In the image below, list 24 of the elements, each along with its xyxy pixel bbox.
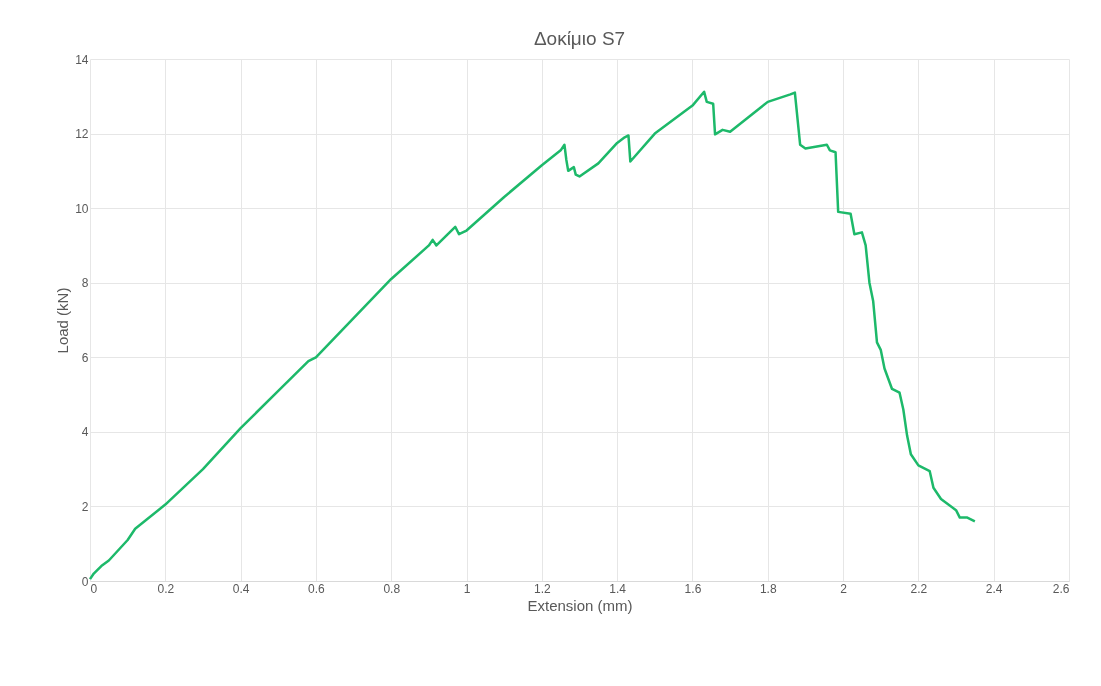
x-tick-label: 2 [840,581,848,596]
x-tick-label: 1 [463,581,471,596]
x-tick-label: 0.8 [383,581,401,596]
y-tick-label: 6 [81,350,89,365]
y-tick-label: 2 [81,499,89,514]
chart-title: Δοκίμιο S7 [533,28,626,49]
x-tick-label: 1.2 [534,581,552,596]
x-tick-label: 1.8 [759,581,777,596]
y-tick-label: 12 [75,127,89,142]
x-tick-label: 2.6 [1052,581,1070,596]
x-tick-label: 2.2 [910,581,928,596]
y-axis-title: Load (kN) [54,287,72,354]
y-tick-label: 10 [75,201,89,216]
x-tick-label: 0.6 [308,581,326,596]
x-tick-label: 2.4 [985,581,1003,596]
y-tick-label: 4 [81,425,89,440]
x-tick-label: 0.2 [157,581,175,596]
x-tick-label: 1.4 [609,581,627,596]
x-axis-title: Extension (mm) [527,596,633,614]
x-tick-label: 1.6 [684,581,702,596]
y-tick-label: 14 [75,52,89,67]
x-tick-label: 0.4 [232,581,250,596]
y-tick-label: 8 [81,276,89,291]
line-series [88,90,977,581]
